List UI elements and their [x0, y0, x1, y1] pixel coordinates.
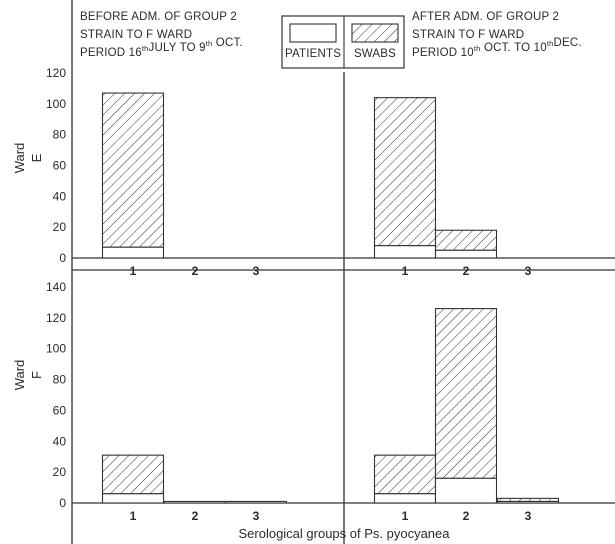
- legend-swatch-swabs: [351, 23, 399, 43]
- category-label: 1: [130, 264, 137, 278]
- category-label: 3: [253, 264, 260, 278]
- bar-patients-group-1: [101, 493, 165, 504]
- category-label: 1: [402, 509, 409, 523]
- panel-e-1: [72, 92, 344, 259]
- bar-patients-group-3: [224, 500, 288, 504]
- y-tick-label: 20: [53, 465, 67, 479]
- header-text: PERIOD 10: [412, 47, 474, 59]
- bar-patients-group-3: [496, 500, 560, 504]
- panel-f-2: [344, 308, 615, 504]
- header-text: JULY TO 9: [149, 42, 206, 54]
- bar-patients-group-1: [373, 493, 437, 504]
- ward-label: Ward: [12, 143, 27, 174]
- bar-swabs-group-1: [101, 454, 165, 495]
- y-tick-label: 120: [46, 311, 66, 325]
- legend-label-swabs: SWABS: [354, 48, 396, 60]
- header-line: AFTER ADM. OF GROUP 2: [412, 11, 559, 23]
- category-label: 2: [192, 264, 199, 278]
- header-text: OCT. TO 10: [481, 42, 547, 54]
- y-tick-label: 60: [53, 159, 67, 173]
- chart-frame: [71, 0, 615, 544]
- legend-label-patients: PATIENTS: [285, 48, 341, 60]
- y-tick-label: 140: [46, 280, 66, 294]
- header-text: DEC.: [554, 37, 582, 49]
- header-line: PERIOD 10th OCT. TO 10thDEC.: [412, 37, 582, 59]
- header-line: STRAIN TO F WARD: [412, 29, 524, 41]
- bar-swabs-group-2: [434, 229, 498, 251]
- category-label: 2: [463, 264, 470, 278]
- category-label: 1: [402, 264, 409, 278]
- y-tick-label: 80: [53, 128, 67, 142]
- header-text: OCT.: [212, 37, 242, 49]
- header-line: BEFORE ADM. OF GROUP 2: [80, 11, 237, 23]
- y-tick-label: 100: [46, 97, 66, 111]
- category-label: 1: [130, 509, 137, 523]
- superscript: th: [547, 39, 554, 48]
- category-label: 3: [525, 264, 532, 278]
- bar-swabs-group-1: [373, 454, 437, 495]
- bar-swabs-group-1: [373, 97, 437, 247]
- panel-e-2: [344, 97, 615, 259]
- panel-f-1: [72, 454, 344, 504]
- category-label: 2: [192, 509, 199, 523]
- header-line: STRAIN TO F WARD: [80, 29, 192, 41]
- ward-name: E: [29, 153, 44, 162]
- legend-swatch-patients: [289, 23, 337, 43]
- y-tick-label: 0: [59, 251, 66, 265]
- y-tick-label: 120: [46, 66, 66, 80]
- superscript: th: [474, 44, 481, 53]
- bar-swabs-group-2: [434, 308, 498, 479]
- header-text: PERIOD 16: [80, 47, 142, 59]
- ward-label: Ward: [12, 360, 27, 391]
- superscript: th: [142, 44, 149, 53]
- y-tick-label: 20: [53, 220, 67, 234]
- header-line: PERIOD 16thJULY TO 9th OCT.: [80, 37, 243, 59]
- bar-patients-group-1: [101, 246, 165, 259]
- legend: PATIENTS SWABS: [281, 15, 405, 69]
- y-tick-label: 40: [53, 434, 67, 448]
- category-label: 2: [463, 509, 470, 523]
- y-tick-label: 80: [53, 373, 67, 387]
- bar-patients-group-2: [434, 249, 498, 259]
- bar-patients-group-2: [163, 500, 227, 504]
- x-axis-label: Serological groups of Ps. pyocyanea: [238, 526, 450, 541]
- category-label: 3: [253, 509, 260, 523]
- category-label: 3: [525, 509, 532, 523]
- superscript: th: [206, 39, 213, 48]
- bar-swabs-group-1: [101, 92, 165, 248]
- bar-patients-group-2: [434, 477, 498, 504]
- y-tick-label: 0: [59, 496, 66, 510]
- y-tick-label: 40: [53, 189, 67, 203]
- y-tick-label: 100: [46, 342, 66, 356]
- ward-name: F: [29, 371, 44, 379]
- y-tick-label: 60: [53, 403, 67, 417]
- chart-panels: [72, 92, 615, 504]
- bar-patients-group-1: [373, 245, 437, 259]
